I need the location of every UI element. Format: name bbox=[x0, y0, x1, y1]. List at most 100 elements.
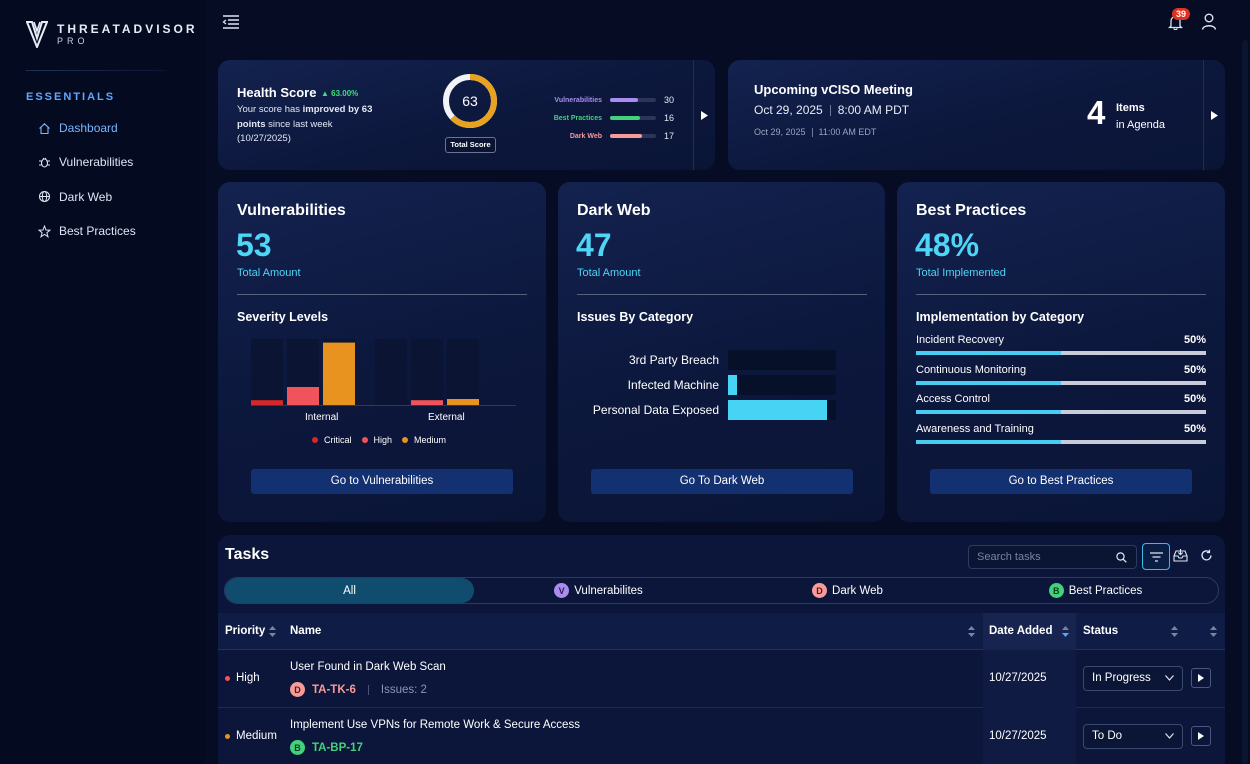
implementation-label: Incident Recovery bbox=[916, 334, 1005, 346]
bar-fill bbox=[728, 375, 738, 395]
v-badge-icon: V bbox=[554, 583, 570, 598]
category-label: Personal Data Exposed bbox=[592, 403, 719, 417]
status-dropdown[interactable]: To Do bbox=[1083, 724, 1183, 749]
category-label: 3rd Party Breach bbox=[628, 353, 719, 367]
card-subtitle: Implementation by Category bbox=[916, 310, 1085, 324]
refresh-icon[interactable] bbox=[1200, 549, 1213, 562]
agenda-label-line1: Items bbox=[1116, 102, 1145, 114]
dark-web-card: Dark Web 47 Total Amount Issues By Categ… bbox=[558, 182, 885, 522]
task-code[interactable]: TA-BP-17 bbox=[312, 741, 363, 754]
task-name[interactable]: Implement Use VPNs for Remote Work & Sec… bbox=[290, 719, 580, 731]
score-bar-track bbox=[610, 98, 656, 102]
total-score-label: Total Score bbox=[445, 137, 496, 153]
column-status[interactable]: Status bbox=[1083, 613, 1163, 650]
bar-high-external bbox=[411, 400, 443, 405]
status-dropdown[interactable]: In Progress bbox=[1083, 666, 1183, 691]
legend-label: Medium bbox=[414, 435, 447, 445]
sort-desc-icon[interactable] bbox=[1062, 626, 1069, 637]
go-to-best-practices-button[interactable]: Go to Best Practices bbox=[930, 469, 1192, 494]
task-date: 10/27/2025 bbox=[989, 730, 1047, 742]
chart-row: 3rd Party Breach bbox=[558, 348, 888, 372]
sidebar-item-dashboard[interactable]: Dashboard bbox=[38, 111, 136, 145]
column-label: Date Added bbox=[989, 625, 1053, 637]
legend-dot bbox=[361, 437, 368, 443]
tab-best-practices[interactable]: B Best Practices bbox=[972, 578, 1219, 603]
table-row[interactable]: Medium Implement Use VPNs for Remote Wor… bbox=[218, 708, 1225, 764]
user-profile-icon[interactable] bbox=[1201, 13, 1217, 30]
priority-cell: High bbox=[225, 672, 260, 684]
go-to-vulnerabilities-button[interactable]: Go to Vulnerabilities bbox=[251, 469, 513, 494]
divider bbox=[26, 70, 166, 71]
priority-label: Medium bbox=[236, 730, 277, 742]
sort-icon[interactable] bbox=[968, 626, 975, 637]
column-priority[interactable]: Priority bbox=[225, 613, 285, 650]
column-label: Priority bbox=[225, 625, 266, 637]
globe-icon bbox=[38, 191, 51, 203]
sidebar-item-vulnerabilities[interactable]: Vulnerabilities bbox=[38, 145, 136, 179]
task-search-input[interactable] bbox=[969, 546, 1109, 568]
sidebar: THREATADVISOR PRO ESSENTIALS Dashboard V… bbox=[0, 0, 205, 764]
bar-medium-external bbox=[447, 399, 479, 405]
task-code[interactable]: TA-TK-6 bbox=[312, 683, 356, 696]
column-label: Status bbox=[1083, 625, 1119, 637]
task-table-header: Priority Name Date Added Status bbox=[218, 613, 1225, 650]
date-cell-bg bbox=[983, 708, 1076, 764]
sort-icon[interactable] bbox=[269, 626, 276, 637]
health-score-donut bbox=[443, 74, 497, 128]
task-name[interactable]: User Found in Dark Web Scan bbox=[290, 661, 446, 673]
divider bbox=[916, 294, 1206, 295]
app-edition: PRO bbox=[57, 35, 89, 46]
meeting-time: 8:00 AM PDT bbox=[837, 103, 910, 117]
agenda-label-line2: in Agenda bbox=[1116, 119, 1165, 131]
legend-label: High bbox=[373, 435, 393, 445]
bar-background bbox=[447, 339, 479, 405]
progress-track bbox=[916, 351, 1206, 355]
health-details-button[interactable] bbox=[693, 60, 715, 170]
filter-icon bbox=[1149, 551, 1163, 562]
go-to-dark-web-button[interactable]: Go To Dark Web bbox=[591, 469, 853, 494]
sidebar-item-dark-web[interactable]: Dark Web bbox=[38, 180, 136, 214]
sidebar-item-label: Best Practices bbox=[59, 224, 136, 239]
app-logo[interactable]: THREATADVISOR PRO bbox=[26, 20, 198, 48]
legend-critical: Critical bbox=[312, 435, 352, 445]
caret-right-icon bbox=[1198, 732, 1204, 740]
progress-track bbox=[916, 439, 1206, 444]
legend-dot bbox=[402, 437, 409, 443]
filter-button[interactable] bbox=[1142, 543, 1170, 570]
table-row[interactable]: High User Found in Dark Web Scan D TA-TK… bbox=[218, 650, 1225, 708]
health-score-change-value: 63.00% bbox=[331, 89, 359, 98]
vciso-details-button[interactable] bbox=[1203, 60, 1225, 170]
card-subtitle: Issues By Category bbox=[577, 310, 694, 324]
desc-bold-text: improved by 63 points bbox=[237, 104, 373, 130]
implementation-row: Continuous Monitoring 50% bbox=[916, 364, 1206, 394]
nav-section-title: ESSENTIALS bbox=[26, 91, 116, 103]
category-label: Infected Machine bbox=[627, 378, 719, 392]
score-breakdown: Vulnerabilities 30 Best Practices 16 Dar… bbox=[536, 91, 674, 145]
health-score-title: Health Score bbox=[237, 85, 317, 100]
caret-right-icon bbox=[1211, 110, 1218, 120]
bug-icon bbox=[39, 157, 50, 168]
tab-dark-web[interactable]: D Dark Web bbox=[723, 578, 972, 603]
priority-dot bbox=[225, 675, 230, 681]
sort-icon[interactable] bbox=[1171, 626, 1178, 637]
inbox-download-icon[interactable] bbox=[1173, 548, 1188, 563]
sort-icon[interactable] bbox=[1210, 626, 1217, 637]
date-cell-bg bbox=[983, 650, 1076, 708]
b-badge-icon: B bbox=[290, 740, 305, 755]
score-bar-fill bbox=[610, 98, 638, 102]
sidebar-item-best-practices[interactable]: Best Practices bbox=[38, 214, 136, 248]
implementation-percent: 50% bbox=[1183, 334, 1206, 346]
legend-high: High bbox=[361, 435, 393, 445]
tab-all[interactable]: All bbox=[225, 578, 474, 603]
score-row-value: 17 bbox=[664, 131, 675, 141]
tab-vulnerabilities[interactable]: V Vulnerabilites bbox=[474, 578, 723, 603]
column-name[interactable]: Name bbox=[290, 613, 590, 650]
open-task-button[interactable] bbox=[1191, 668, 1211, 688]
card-title: Vulnerabilities bbox=[237, 202, 346, 219]
column-date-added[interactable]: Date Added bbox=[983, 613, 1076, 650]
page-scrollbar[interactable] bbox=[1242, 40, 1248, 764]
menu-collapse-icon[interactable] bbox=[222, 14, 240, 30]
chart-row: Personal Data Exposed bbox=[558, 398, 888, 422]
open-task-button[interactable] bbox=[1191, 726, 1211, 746]
search-icon[interactable] bbox=[1116, 552, 1127, 563]
